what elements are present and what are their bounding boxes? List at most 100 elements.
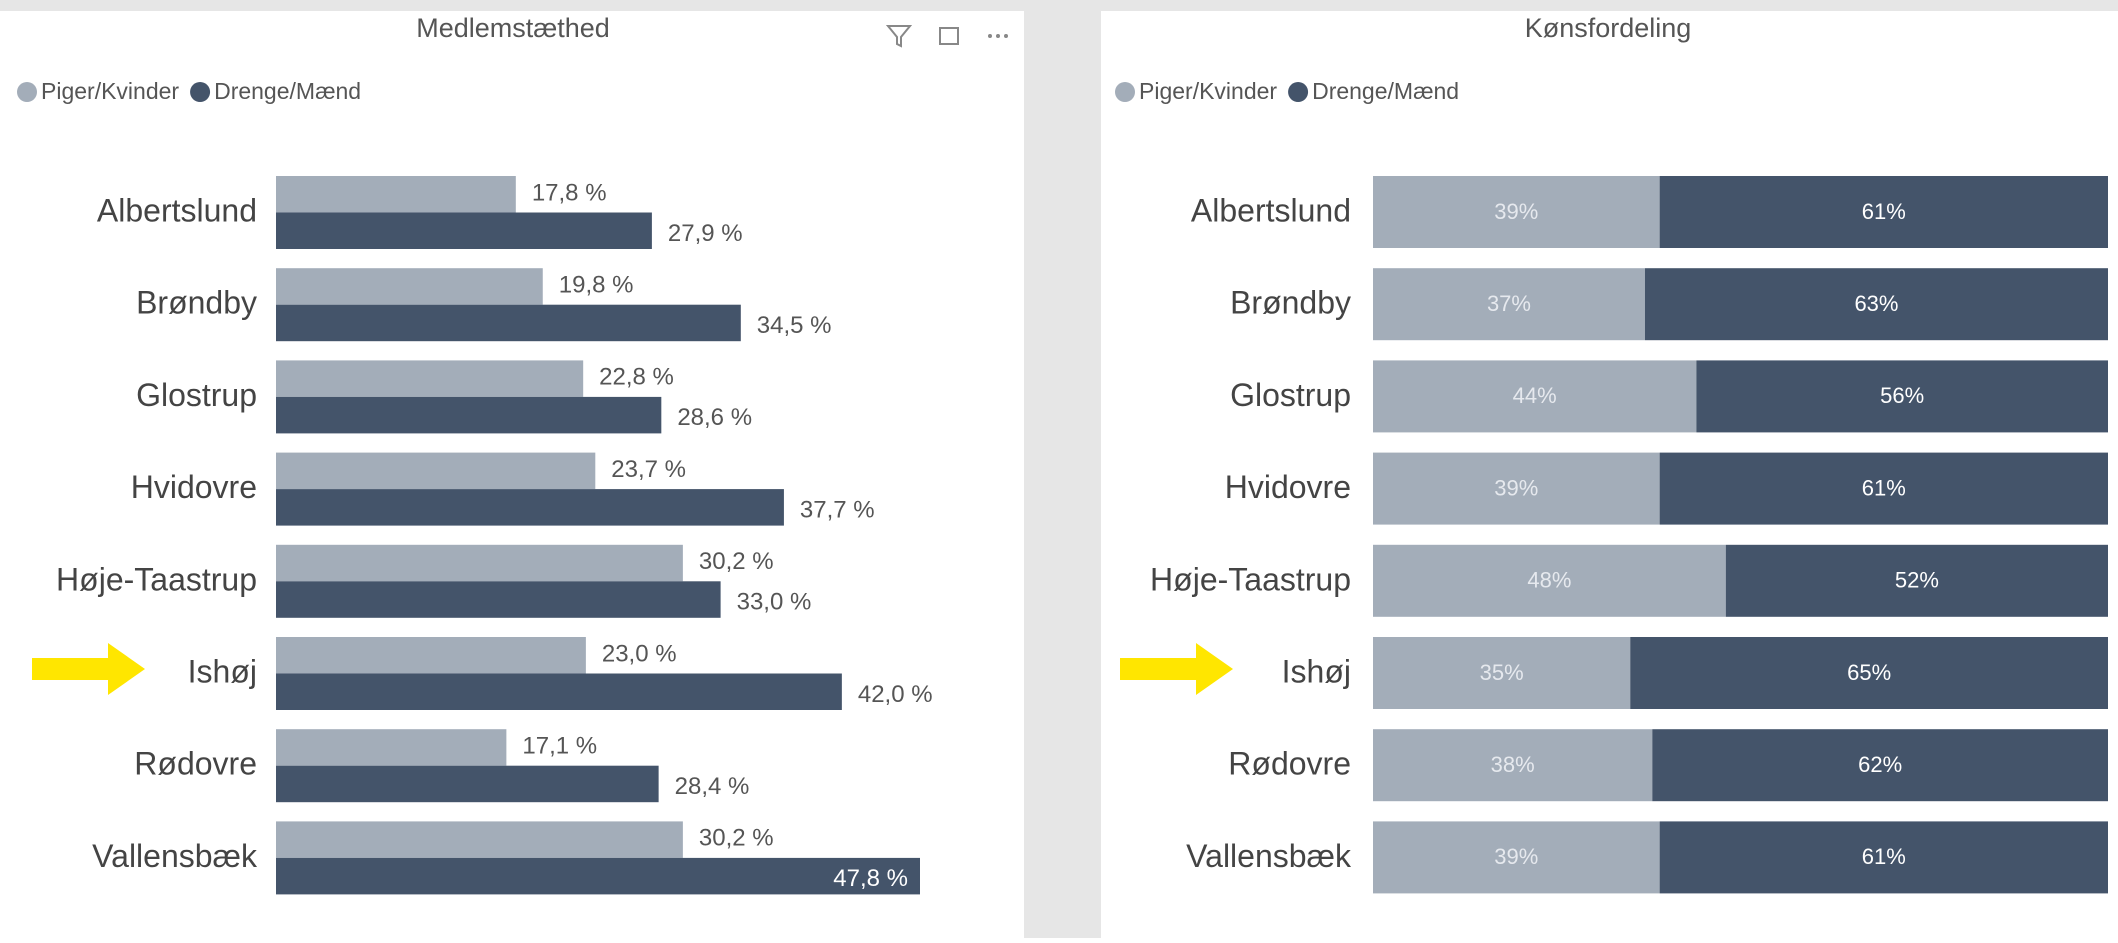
- category-label: Rødovre: [134, 746, 257, 782]
- category-label: Hvidovre: [1225, 469, 1351, 505]
- bar: [276, 729, 507, 766]
- data-label: 48%: [1527, 568, 1571, 593]
- data-label: 35%: [1480, 660, 1524, 685]
- bar-segment: [1373, 544, 1726, 617]
- data-label: 28,6 %: [677, 404, 752, 431]
- more-icon[interactable]: [988, 34, 1008, 38]
- data-label: 52%: [1895, 568, 1939, 593]
- category-label: Hvidovre: [131, 469, 257, 505]
- category-label: Rødovre: [1228, 746, 1351, 782]
- data-label: 56%: [1880, 383, 1924, 408]
- focus-icon[interactable]: [939, 27, 959, 45]
- visual-icons: [885, 25, 1008, 48]
- data-label: 34,5 %: [757, 312, 832, 339]
- bar-segment: [1373, 268, 1645, 341]
- separator: [1024, 0, 1101, 938]
- data-label: 22,8 %: [599, 364, 674, 391]
- bar-segment: [1659, 452, 2108, 525]
- legend-label: Piger/Kvinder: [41, 78, 179, 104]
- data-label: 38%: [1491, 752, 1535, 777]
- data-label: 30,2 %: [699, 548, 774, 575]
- bar-segment: [1725, 544, 2108, 617]
- bar: [276, 489, 784, 526]
- category-label: Albertslund: [1191, 192, 1351, 228]
- bar-segment: [1652, 729, 2108, 802]
- data-label: 61%: [1862, 199, 1906, 224]
- data-label: 39%: [1494, 844, 1538, 869]
- data-label: 61%: [1862, 475, 1906, 500]
- chart-title: Medlemstæthed: [416, 13, 610, 43]
- bar-segment: [1373, 821, 1660, 894]
- bar: [276, 581, 721, 618]
- data-label: 39%: [1494, 199, 1538, 224]
- filter-icon[interactable]: [885, 25, 913, 48]
- arrows: [32, 643, 1233, 695]
- bar: [276, 360, 584, 397]
- bar-segment: [1373, 452, 1660, 525]
- data-label: 27,9 %: [668, 220, 743, 247]
- data-label: 61%: [1862, 844, 1906, 869]
- data-label: 39%: [1494, 475, 1538, 500]
- bar: [276, 176, 516, 213]
- legend-marker: [1115, 82, 1135, 102]
- data-label: 17,1 %: [522, 733, 597, 760]
- data-label: 65%: [1847, 660, 1891, 685]
- category-label: Brøndby: [136, 285, 257, 321]
- bar-segment: [1644, 268, 2108, 341]
- legend-label: Piger/Kvinder: [1139, 78, 1277, 104]
- data-label: 23,0 %: [602, 640, 677, 667]
- bar-segment: [1373, 637, 1631, 709]
- bar: [276, 304, 741, 342]
- arrow: [1120, 643, 1233, 695]
- bar-segment: [1659, 821, 2108, 894]
- bar: [276, 268, 543, 305]
- category-label: Høje-Taastrup: [56, 561, 257, 597]
- bar: [276, 765, 659, 803]
- data-label: 33,0 %: [737, 589, 812, 616]
- arrow: [32, 643, 145, 695]
- data-label: 17,8 %: [532, 179, 607, 206]
- bar-segment: [1630, 637, 2108, 709]
- category-label: Glostrup: [1230, 377, 1351, 413]
- legend-marker: [17, 82, 37, 102]
- data-label: 37,7 %: [800, 496, 875, 523]
- category-label: Glostrup: [136, 377, 257, 413]
- bar: [276, 396, 662, 434]
- bar: [276, 544, 683, 582]
- chart-title: Kønsfordeling: [1525, 13, 1692, 43]
- legend-label: Drenge/Mænd: [1312, 78, 1459, 104]
- data-label: 23,7 %: [611, 456, 686, 483]
- data-label: 63%: [1854, 291, 1898, 316]
- data-label: 37%: [1487, 291, 1531, 316]
- legend-marker: [1288, 82, 1309, 102]
- data-label: 62%: [1858, 752, 1902, 777]
- bar: [276, 452, 596, 490]
- data-label: 28,4 %: [675, 773, 750, 800]
- data-label: 30,2 %: [699, 825, 774, 852]
- bar: [276, 857, 920, 895]
- category-label: Vallensbæk: [1186, 838, 1352, 874]
- data-label: 47,8 %: [833, 865, 908, 892]
- bar-segment: [1373, 729, 1653, 802]
- category-label: Albertslund: [97, 192, 257, 228]
- legend-label: Drenge/Mænd: [214, 78, 361, 104]
- bar: [276, 637, 586, 674]
- bar-segment: [1373, 176, 1660, 248]
- bar: [276, 212, 652, 249]
- bar: [276, 821, 683, 858]
- category-label: Brøndby: [1230, 285, 1351, 321]
- category-label: Ishøj: [1282, 653, 1351, 689]
- data-label: 19,8 %: [559, 272, 634, 299]
- bar-segment: [1696, 360, 2108, 433]
- category-label: Høje-Taastrup: [1150, 561, 1351, 597]
- data-label: 44%: [1513, 383, 1557, 408]
- bar-segment: [1659, 176, 2108, 248]
- category-label: Vallensbæk: [92, 838, 258, 874]
- legend-marker: [190, 82, 211, 102]
- bar-segment: [1373, 360, 1697, 433]
- bar: [276, 673, 842, 710]
- data-label: 42,0 %: [858, 681, 933, 708]
- category-label: Ishøj: [188, 653, 257, 689]
